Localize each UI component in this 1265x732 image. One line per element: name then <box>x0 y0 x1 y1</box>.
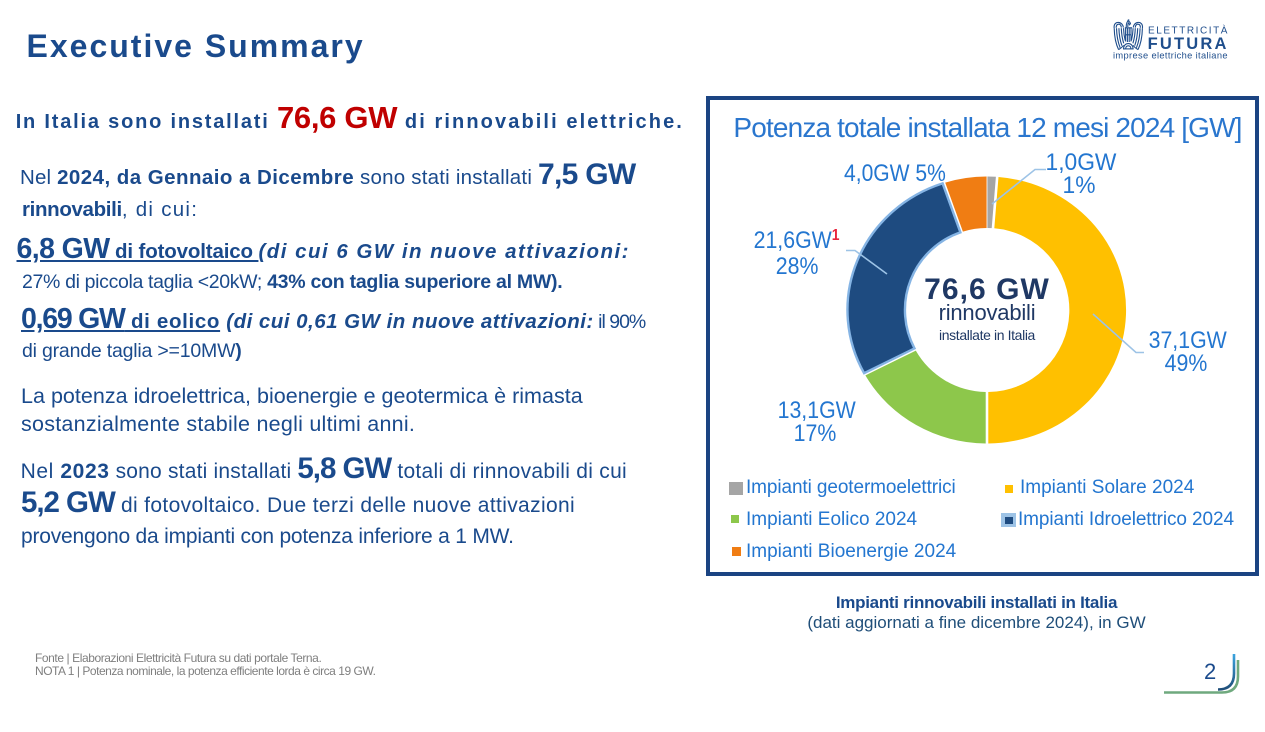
svg-text:imprese elettriche italiane: imprese elettriche italiane <box>1113 51 1228 61</box>
svg-text:ELETTRICITÀ: ELETTRICITÀ <box>1148 24 1229 37</box>
svg-text:FUTURA: FUTURA <box>1148 35 1229 53</box>
